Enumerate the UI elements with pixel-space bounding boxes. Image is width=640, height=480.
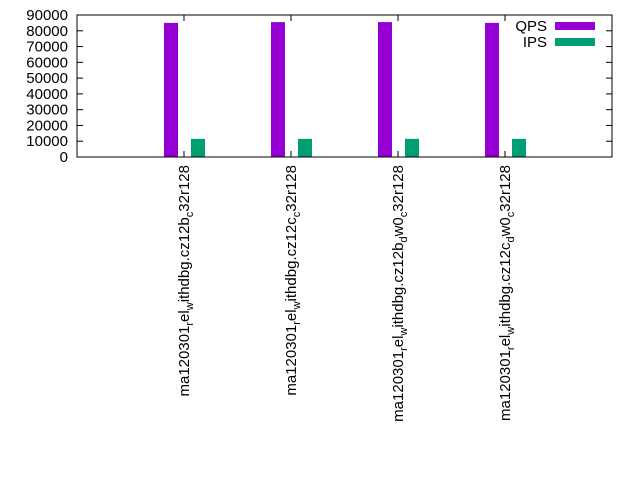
y-tick-label: 70000 <box>26 39 68 56</box>
y-tick-label: 20000 <box>26 117 68 134</box>
y-tick-label: 0 <box>60 149 68 166</box>
y-tick-label: 10000 <box>26 133 68 150</box>
bar-ips-3 <box>405 138 419 157</box>
y-tick-label: 30000 <box>26 102 68 119</box>
x-category-label: ma120301relwithdbg.cz12bc32r128 <box>176 165 196 397</box>
legend-label-ips: IPS <box>523 34 547 51</box>
y-tick-label: 90000 <box>26 7 68 24</box>
x-category-label: ma120301relwithdbg.cz12cdw0c32r128 <box>497 165 517 421</box>
x-axis: ma120301relwithdbg.cz12bc32r128 ma120301r… <box>176 15 517 422</box>
bar-qps-1 <box>164 22 178 158</box>
bar-qps-4 <box>485 22 499 158</box>
bar-ips-4 <box>512 138 526 157</box>
bar-ips-1 <box>191 138 205 157</box>
bar-qps-2 <box>271 22 285 157</box>
y-tick-label: 60000 <box>26 54 68 71</box>
bar-qps-3 <box>378 22 392 157</box>
y-axis: 0100002000030000400005000060000700008000… <box>26 7 612 166</box>
x-category-label: ma120301relwithdbg.cz12cc32r128 <box>283 165 303 396</box>
y-tick-label: 80000 <box>26 23 68 40</box>
bar-ips-2 <box>298 138 312 157</box>
bars <box>164 22 526 158</box>
y-tick-label: 50000 <box>26 70 68 87</box>
y-tick-label: 40000 <box>26 86 68 103</box>
legend-swatch-ips <box>555 38 595 46</box>
plot-border <box>76 14 613 158</box>
legend-swatch-qps <box>555 22 595 30</box>
legend-label-qps: QPS <box>515 18 547 35</box>
x-category-label: ma120301relwithdbg.cz12bdw0c32r128 <box>390 165 410 422</box>
